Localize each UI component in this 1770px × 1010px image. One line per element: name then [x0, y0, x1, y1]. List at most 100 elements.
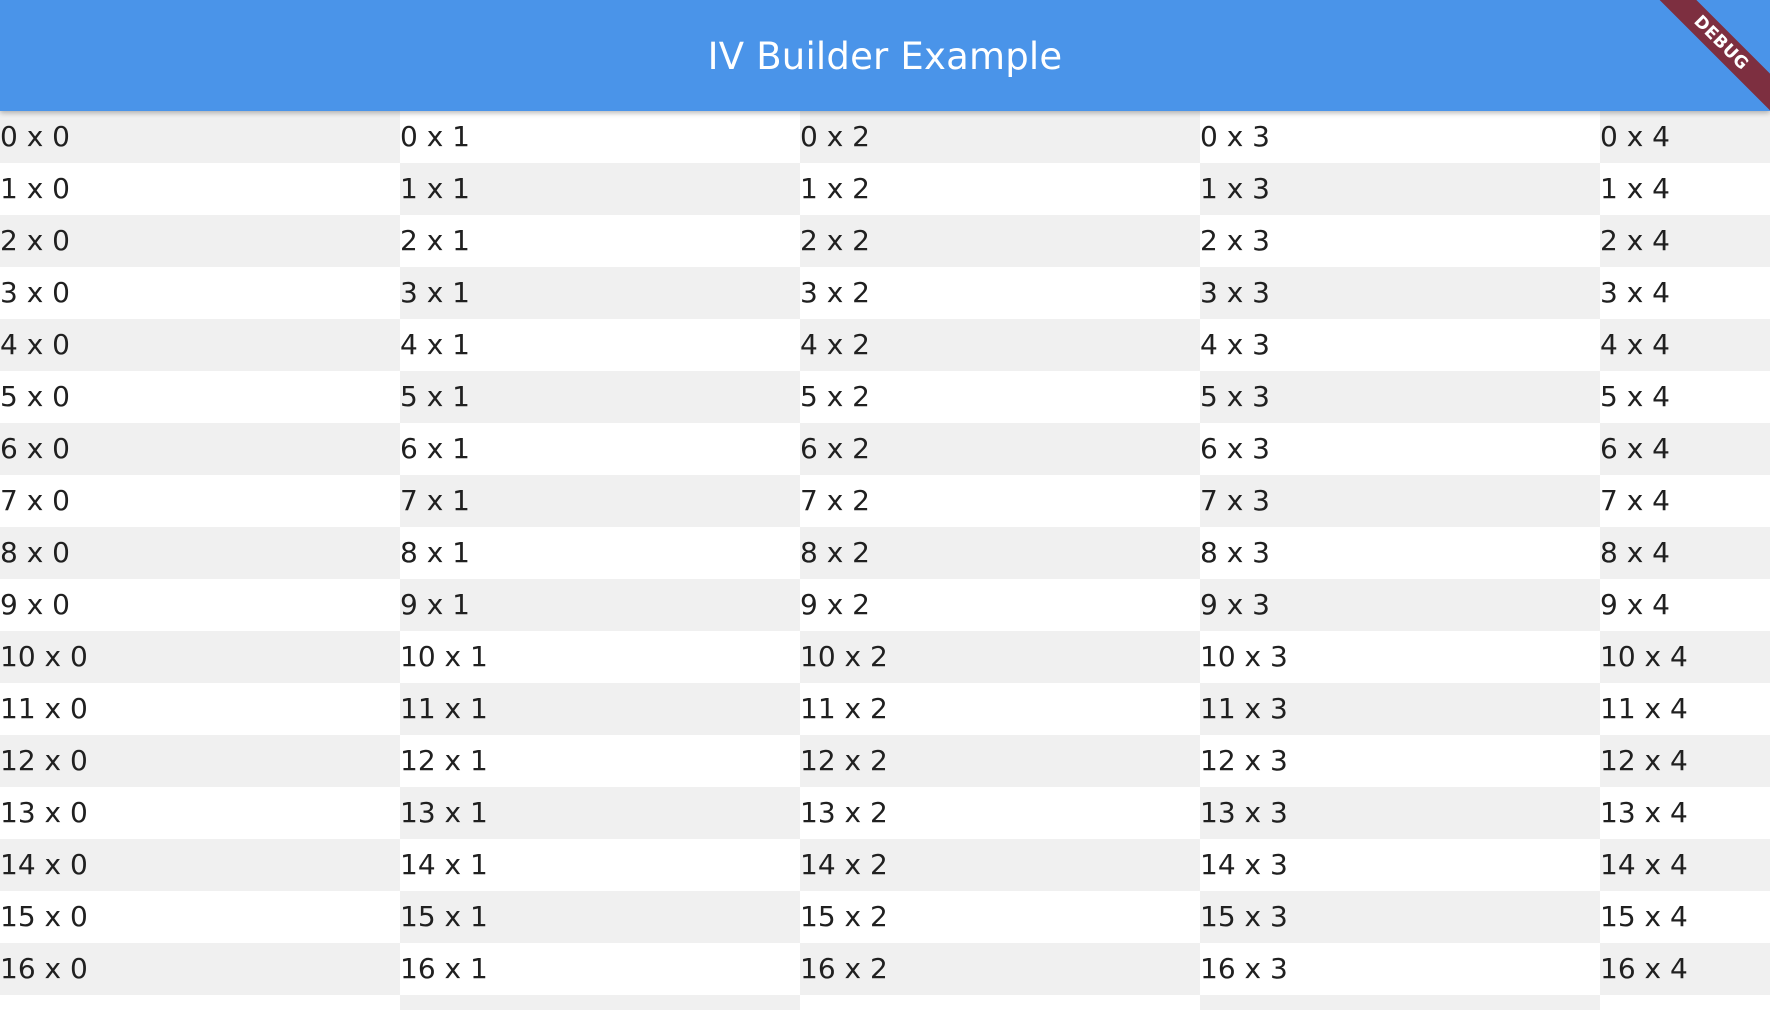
grid-cell: 10 x 3: [1200, 640, 1288, 673]
grid-cell: 10 x 4: [1600, 631, 1770, 683]
grid-cell: 12 x 0: [0, 735, 400, 787]
grid-cell: 16 x 1: [400, 952, 488, 985]
grid-cell: 8 x 4: [1600, 527, 1770, 579]
grid-cell: 6 x 2: [800, 423, 1200, 475]
debug-banner-label: DEBUG: [1650, 0, 1770, 120]
grid-cell: 3 x 0: [0, 276, 70, 309]
grid-cell: [1200, 995, 1600, 1010]
grid-cell: 5 x 1: [400, 371, 800, 423]
grid-cell: 13 x 1: [400, 787, 800, 839]
grid-cell: 0 x 3: [1200, 120, 1270, 153]
grid-cell: 7 x 3: [1200, 475, 1600, 527]
grid-cell: 12 x 2: [800, 735, 1200, 787]
grid-cell: 9 x 1: [400, 579, 800, 631]
grid-cell: 15 x 1: [400, 891, 800, 943]
app-title: IV Builder Example: [707, 35, 1063, 78]
grid-cell: 4 x 4: [1600, 319, 1770, 371]
grid-cell: 13 x 3: [1200, 787, 1600, 839]
grid-cell: 2 x 4: [1600, 215, 1770, 267]
grid-cell: 10 x 1: [400, 640, 488, 673]
grid-cell: 7 x 0: [0, 484, 70, 517]
grid-cell: 5 x 0: [0, 380, 70, 413]
grid-cell: 10 x 0: [0, 631, 400, 683]
grid-cell: 6 x 4: [1600, 423, 1770, 475]
grid-cell: 13 x 2: [800, 796, 888, 829]
grid-cell: 5 x 4: [1600, 380, 1670, 413]
grid-row: 12 x 0 12 x 1 12 x 2 12 x 3 12 x 4: [0, 735, 1770, 787]
grid-row: [0, 995, 1770, 1010]
grid-cell: 12 x 3: [1200, 744, 1288, 777]
grid-cell: 15 x 3: [1200, 891, 1600, 943]
grid-cell: 0 x 2: [800, 111, 1200, 163]
grid-cell: 6 x 3: [1200, 432, 1270, 465]
grid-cell: 4 x 2: [800, 319, 1200, 371]
grid-cell: 5 x 2: [800, 380, 870, 413]
grid-cell: 3 x 3: [1200, 267, 1600, 319]
grid-cell: 3 x 4: [1600, 276, 1670, 309]
grid-cell: [1600, 995, 1770, 1010]
grid-cell: 14 x 1: [400, 848, 488, 881]
grid-row: 11 x 0 11 x 1 11 x 2 11 x 3 11 x 4: [0, 683, 1770, 735]
grid-cell: 12 x 1: [400, 744, 488, 777]
grid-cell: 11 x 3: [1200, 683, 1600, 735]
grid-cell: 9 x 3: [1200, 579, 1600, 631]
grid-cell: 16 x 2: [800, 943, 1200, 995]
grid-cell: 11 x 1: [400, 683, 800, 735]
grid-cell: 3 x 1: [400, 267, 800, 319]
grid-cell: 16 x 0: [0, 943, 400, 995]
grid-cell: 2 x 2: [800, 215, 1200, 267]
grid-cell: 1 x 1: [400, 163, 800, 215]
grid-cell: 13 x 4: [1600, 796, 1688, 829]
grid-row: 13 x 0 13 x 1 13 x 2 13 x 3 13 x 4: [0, 787, 1770, 839]
grid-cell: 1 x 0: [0, 172, 70, 205]
grid-cell: 14 x 0: [0, 839, 400, 891]
grid-row: 14 x 0 14 x 1 14 x 2 14 x 3 14 x 4: [0, 839, 1770, 891]
grid-cell: 14 x 3: [1200, 848, 1288, 881]
grid-cell: 8 x 1: [400, 536, 470, 569]
debug-banner: DEBUG: [1650, 0, 1770, 120]
grid-row: 10 x 0 10 x 1 10 x 2 10 x 3 10 x 4: [0, 631, 1770, 683]
grid-cell: 11 x 0: [0, 692, 88, 725]
grid-cell: 1 x 2: [800, 172, 870, 205]
grid-cell: 14 x 4: [1600, 839, 1770, 891]
grid-cell: 7 x 4: [1600, 484, 1670, 517]
grid-cell: 8 x 2: [800, 527, 1200, 579]
grid-cell: [400, 995, 800, 1010]
grid-cell: 2 x 1: [400, 224, 470, 257]
grid-cell: 11 x 4: [1600, 692, 1688, 725]
grid-cell: 11 x 2: [800, 692, 888, 725]
grid-cell: 2 x 3: [1200, 224, 1270, 257]
grid-cell: 15 x 4: [1600, 900, 1688, 933]
grid-cell: 4 x 1: [400, 328, 470, 361]
grid-cell: 2 x 0: [0, 215, 400, 267]
grid-cell: 9 x 2: [800, 588, 870, 621]
grid-cell: 4 x 3: [1200, 328, 1270, 361]
grid-cell: 0 x 4: [1600, 111, 1770, 163]
grid-cell: 6 x 0: [0, 423, 400, 475]
grid-cell: 10 x 2: [800, 631, 1200, 683]
grid-cell: 7 x 1: [400, 475, 800, 527]
grid-cell: 12 x 4: [1600, 735, 1770, 787]
grid-cell: 1 x 3: [1200, 163, 1600, 215]
grid-cell: 15 x 2: [800, 900, 888, 933]
grid-cell: 13 x 0: [0, 796, 88, 829]
grid-cell: 8 x 3: [1200, 536, 1270, 569]
grid-cell: 14 x 2: [800, 839, 1200, 891]
grid-cell: 1 x 4: [1600, 172, 1670, 205]
grid-cell: 5 x 3: [1200, 371, 1600, 423]
grid-cell: 8 x 0: [0, 527, 400, 579]
grid-cell: 6 x 1: [400, 432, 470, 465]
grid-cell: 9 x 0: [0, 588, 70, 621]
grid-cell: [800, 995, 1200, 1010]
grid-row: 16 x 0 16 x 1 16 x 2 16 x 3 16 x 4: [0, 943, 1770, 995]
